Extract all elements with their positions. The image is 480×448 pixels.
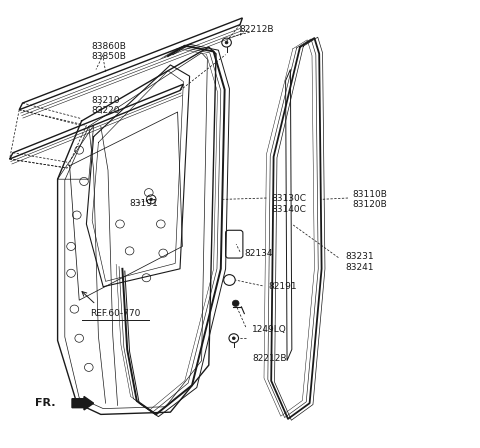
FancyBboxPatch shape [226,230,243,258]
Text: 83860B
83850B: 83860B 83850B [91,42,126,61]
Text: FR.: FR. [36,398,56,408]
Text: 83110B
83120B: 83110B 83120B [353,190,388,209]
Text: 82134: 82134 [245,249,273,258]
Circle shape [225,41,228,44]
Circle shape [150,198,153,201]
Text: 82191: 82191 [269,282,298,291]
Text: 83210
83220: 83210 83220 [91,95,120,115]
Text: 83191: 83191 [130,199,158,208]
FancyArrow shape [72,396,94,410]
Text: 82212B: 82212B [240,25,274,34]
Text: 82212B: 82212B [252,354,287,363]
Circle shape [232,337,235,340]
Text: 83231
83241: 83231 83241 [346,252,374,272]
Text: 83130C
83140C: 83130C 83140C [271,194,306,214]
Circle shape [232,300,239,306]
Text: 1249LQ: 1249LQ [252,325,287,334]
Text: REF.60-770: REF.60-770 [90,309,140,318]
